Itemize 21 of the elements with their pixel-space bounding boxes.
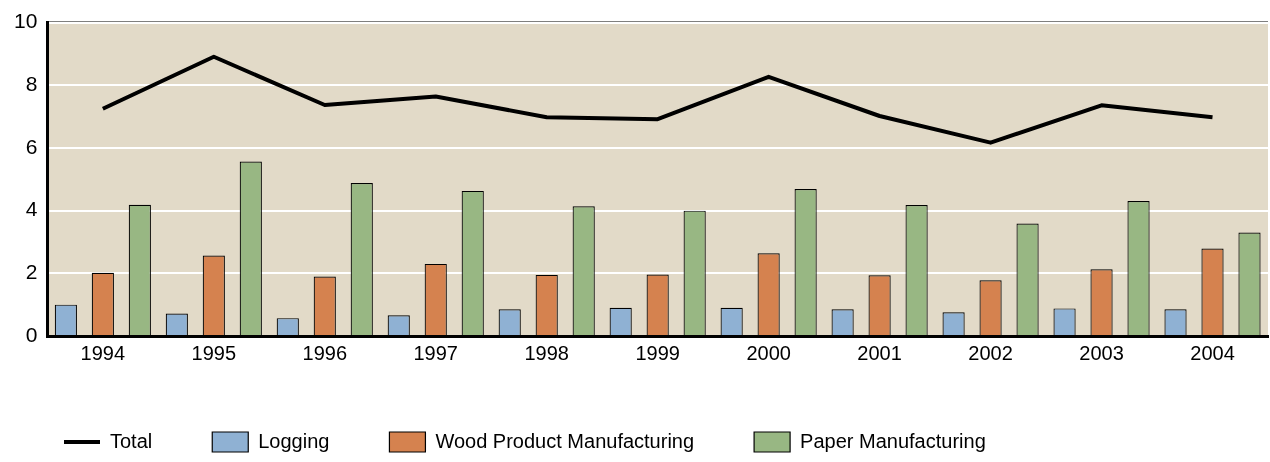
y-tick-label: 6: [25, 134, 38, 158]
x-tick-label: 2000: [746, 341, 791, 364]
x-tick-label: 2003: [1079, 341, 1124, 364]
x-tick-label: 1994: [80, 341, 126, 364]
x-tick-label: 2004: [1190, 341, 1235, 364]
legend-label: Total: [110, 429, 153, 452]
x-tick-label: 2001: [857, 341, 902, 364]
y-tick-label: 8: [25, 72, 38, 96]
y-tick-label: 4: [25, 197, 38, 221]
x-tick-label: 1995: [191, 341, 237, 364]
x-tick-label: 1997: [413, 341, 458, 364]
y-tick-label: 2: [25, 260, 38, 284]
legend-label: Logging: [258, 429, 330, 452]
x-tick-label: 1999: [635, 341, 680, 364]
x-tick-label: 2002: [968, 341, 1013, 364]
y-tick-label: 0: [25, 322, 38, 346]
legend-label: Wood Product Manufacturing: [435, 429, 695, 452]
x-tick-label: 1996: [302, 341, 348, 364]
legend-label: Paper Manufacturing: [800, 429, 986, 452]
x-tick-label: 1998: [524, 341, 569, 364]
y-tick-label: 10: [14, 9, 38, 33]
